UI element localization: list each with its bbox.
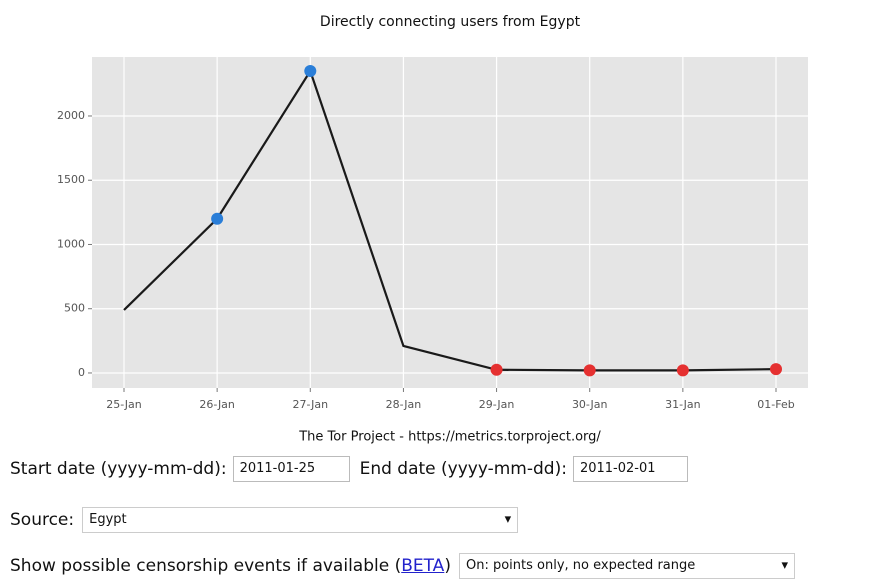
y-tick-label: 500 bbox=[64, 302, 85, 315]
x-tick-label: 28-Jan bbox=[386, 398, 422, 411]
source-label: Source: bbox=[10, 510, 75, 530]
events-row: Show possible censorship events if avail… bbox=[10, 553, 795, 579]
y-tick-label: 1500 bbox=[57, 173, 85, 186]
event-point bbox=[211, 212, 224, 225]
line bbox=[123, 68, 777, 372]
source-value: Egypt bbox=[89, 512, 127, 527]
y-tick-label: 1000 bbox=[57, 237, 85, 250]
start-input[interactable]: 2011-01-25 bbox=[232, 456, 350, 482]
events-label-end: ) bbox=[444, 556, 451, 576]
chart: Directly connecting users from Egypt The… bbox=[57, 14, 808, 445]
date-row: Start date (yyyy-mm-dd): 2011-01-25 End … bbox=[10, 456, 688, 482]
source-row: Source: Egypt ▾ bbox=[10, 507, 519, 533]
x-tick-label: 01-Feb bbox=[757, 398, 794, 411]
event-point bbox=[770, 363, 782, 376]
source-select[interactable]: Egypt ▾ bbox=[82, 507, 519, 533]
events-select[interactable]: On: points only, no expected range ▾ bbox=[458, 553, 795, 579]
x-tick-label: 25-Jan bbox=[106, 398, 142, 411]
x-tick-label: 27-Jan bbox=[293, 398, 329, 411]
event-point bbox=[583, 364, 596, 377]
end-label: End date (yyyy-mm-dd): bbox=[359, 459, 567, 479]
dropdown-arrow: ▾ bbox=[781, 558, 788, 573]
beta-link[interactable]: BETA bbox=[401, 556, 445, 576]
end-input[interactable]: 2011-02-01 bbox=[572, 456, 688, 482]
x-tick-label: 29-Jan bbox=[479, 398, 515, 411]
event-point bbox=[304, 65, 317, 78]
x-tick-label: 26-Jan bbox=[199, 398, 235, 411]
y-tick-label: 0 bbox=[78, 366, 85, 379]
dropdown-arrow: ▾ bbox=[504, 512, 512, 527]
x-tick-label: 30-Jan bbox=[572, 398, 608, 411]
plot-area bbox=[92, 57, 808, 388]
events-label: Show possible censorship events if avail… bbox=[10, 556, 402, 576]
x-tick-label: 31-Jan bbox=[665, 398, 701, 411]
event-point bbox=[676, 364, 689, 377]
caption: The Tor Project - https://metrics.torpro… bbox=[298, 430, 601, 445]
start-label: Start date (yyyy-mm-dd): bbox=[10, 459, 227, 479]
events-value: On: points only, no expected range bbox=[465, 558, 696, 573]
chart-title: Directly connecting users from Egypt bbox=[320, 14, 581, 30]
event-point bbox=[490, 363, 503, 376]
y-tick-label: 2000 bbox=[57, 109, 85, 122]
